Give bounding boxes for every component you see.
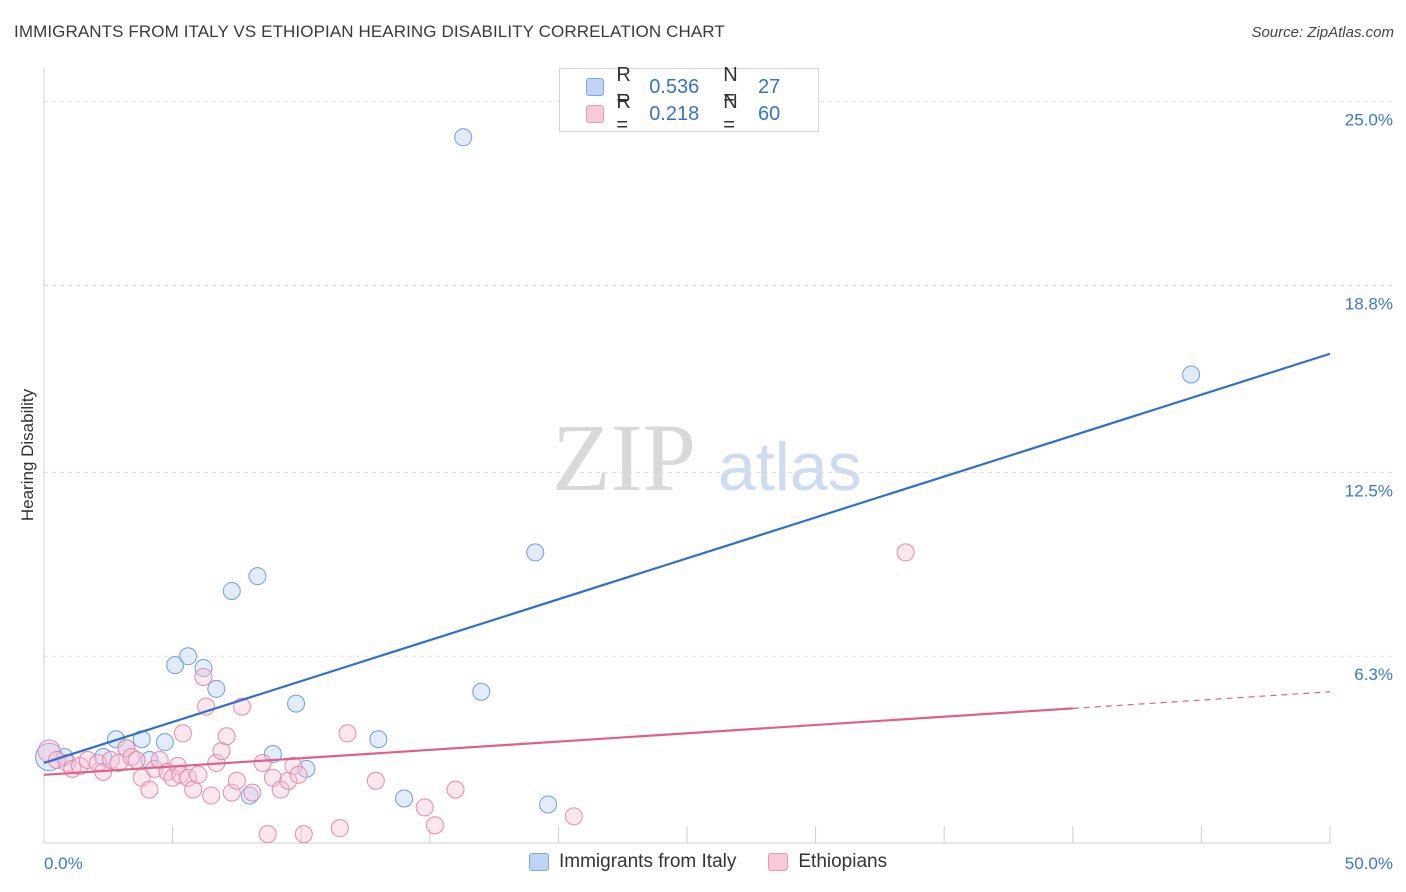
gridlines <box>44 101 1392 657</box>
r-label: R = <box>616 64 631 109</box>
point-ethiopians <box>127 750 146 769</box>
r-value-italy: 0.536 <box>649 75 700 98</box>
point-italy <box>526 543 545 562</box>
point-ethiopians <box>366 771 385 790</box>
point-ethiopians <box>289 765 308 784</box>
point-italy <box>395 789 414 808</box>
point-italy <box>155 733 174 752</box>
legend-label-italy: Immigrants from Italy <box>559 851 737 872</box>
point-italy <box>240 786 259 805</box>
point-italy <box>472 682 491 701</box>
point-italy <box>166 656 185 675</box>
series-legend: Immigrants from Italy Ethiopians <box>529 851 919 873</box>
watermark-atlas: atlas <box>718 429 862 505</box>
point-ethiopians <box>117 739 136 758</box>
point-ethiopians <box>338 724 357 743</box>
chart-title: IMMIGRANTS FROM ITALY VS ETHIOPIAN HEARI… <box>14 22 725 41</box>
point-ethiopians <box>294 825 313 844</box>
legend-swatch-italy <box>586 78 605 96</box>
x-tick-label-max: 50.0% <box>1345 854 1393 873</box>
data-points <box>35 128 1201 844</box>
n-label: N = <box>723 64 738 109</box>
point-ethiopians <box>140 780 159 799</box>
tick-labels: 6.3% 12.5% 18.8% 25.0% 0.0% 50.0% <box>44 111 1393 873</box>
point-ethiopians <box>194 667 213 686</box>
point-italy <box>222 581 241 600</box>
point-italy <box>179 647 198 666</box>
y-tick-label: 25.0% <box>1345 111 1393 130</box>
trend-line-ethiopians <box>43 707 1073 776</box>
point-ethiopians <box>179 768 198 787</box>
point-ethiopians <box>284 756 303 775</box>
trend-line-ethiopians-extension <box>1072 691 1331 709</box>
watermark: ZIP atlas <box>552 404 862 511</box>
point-ethiopians <box>330 819 349 838</box>
stats-legend: R = 0.536 N = 27 R = 0.218 N = 60 <box>559 64 819 136</box>
y-tick-label: 18.8% <box>1345 295 1393 314</box>
point-ethiopians <box>217 727 236 746</box>
point-ethiopians <box>173 724 192 743</box>
point-italy <box>1182 365 1201 384</box>
n-label: N = <box>723 91 738 136</box>
legend-row-italy: R = 0.536 N = 27 <box>586 64 818 109</box>
trend-lines <box>43 352 1331 776</box>
point-ethiopians <box>446 780 465 799</box>
n-value-italy: 27 <box>758 75 781 98</box>
point-italy <box>263 745 282 764</box>
legend-item-italy[interactable]: Immigrants from Italy <box>529 851 736 873</box>
point-italy <box>248 567 267 586</box>
point-italy <box>369 730 388 749</box>
point-italy <box>207 679 226 698</box>
source-label: Source: ZipAtlas.com <box>1251 24 1394 41</box>
legend-row-ethiopians: R = 0.218 N = 60 <box>586 91 818 136</box>
y-axis-label: Hearing Disability <box>18 388 37 522</box>
point-italy <box>287 694 306 713</box>
point-ethiopians <box>896 543 915 562</box>
y-tick-label: 6.3% <box>1354 665 1393 684</box>
point-ethiopians <box>189 765 208 784</box>
legend-swatch-italy <box>529 853 549 871</box>
point-ethiopians <box>243 783 262 802</box>
axes <box>43 68 1331 844</box>
y-tick-label: 12.5% <box>1345 481 1393 500</box>
r-value-ethiopians: 0.218 <box>649 102 700 125</box>
point-ethiopians <box>122 748 141 767</box>
legend-swatch-ethiopians <box>586 105 605 123</box>
watermark-zip: ZIP <box>552 404 696 511</box>
legend-item-ethiopians[interactable]: Ethiopians <box>768 851 887 873</box>
point-italy <box>539 795 558 814</box>
point-ethiopians <box>564 807 583 826</box>
point-ethiopians <box>227 771 246 790</box>
legend-label-ethiopians: Ethiopians <box>798 851 888 872</box>
point-ethiopians <box>78 750 97 769</box>
r-label: R = <box>616 91 631 136</box>
point-italy <box>454 128 473 147</box>
point-ethiopians <box>258 825 277 844</box>
point-ethiopians <box>253 753 272 772</box>
point-ethiopians <box>222 783 241 802</box>
n-value-ethiopians: 60 <box>758 102 781 125</box>
point-ethiopians <box>415 798 434 817</box>
trend-line-italy <box>43 352 1331 764</box>
point-ethiopians <box>425 816 444 835</box>
legend-swatch-ethiopians <box>768 853 789 871</box>
point-ethiopians <box>202 786 221 805</box>
x-tick-label-min: 0.0% <box>44 854 83 873</box>
